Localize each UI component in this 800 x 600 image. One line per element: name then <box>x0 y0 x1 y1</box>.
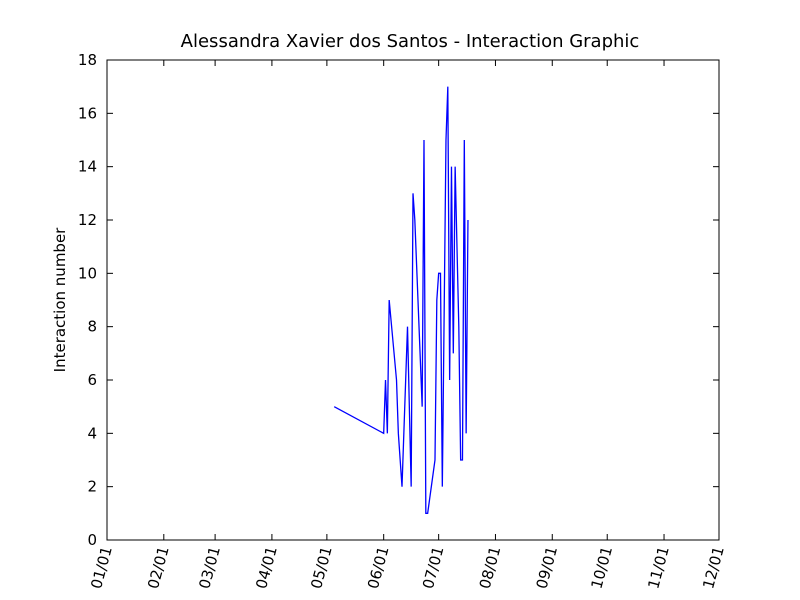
x-tick-label: 09/01 <box>533 544 562 590</box>
x-tick-label: 07/01 <box>419 544 448 590</box>
x-tick-label: 12/01 <box>699 544 728 590</box>
y-tick-label: 4 <box>87 424 97 442</box>
y-tick-label: 10 <box>78 264 97 282</box>
x-tick-label: 01/01 <box>87 544 116 590</box>
y-tick-label: 18 <box>78 51 97 69</box>
x-tick-label: 11/01 <box>644 544 673 590</box>
y-tick-label: 16 <box>78 104 97 122</box>
y-tick-label: 6 <box>87 371 97 389</box>
y-tick-label: 8 <box>87 318 97 336</box>
y-tick-label: 14 <box>78 158 97 176</box>
chart-title: Alessandra Xavier dos Santos - Interacti… <box>181 31 640 52</box>
y-tick-label: 12 <box>78 211 97 229</box>
x-tick-label: 03/01 <box>195 544 224 590</box>
data-line <box>333 86 469 514</box>
x-tick-label: 10/01 <box>588 544 617 590</box>
y-tick-label: 2 <box>87 478 97 496</box>
y-tick-label: 0 <box>87 531 97 549</box>
x-tick-label: 05/01 <box>307 544 336 590</box>
x-tick-label: 08/01 <box>476 544 505 590</box>
x-tick-label: 06/01 <box>364 544 393 590</box>
plot-frame <box>106 59 720 541</box>
y-axis-label: Interaction number <box>51 227 69 373</box>
x-tick-label: 04/01 <box>252 544 281 590</box>
x-tick-label: 02/01 <box>144 544 173 590</box>
